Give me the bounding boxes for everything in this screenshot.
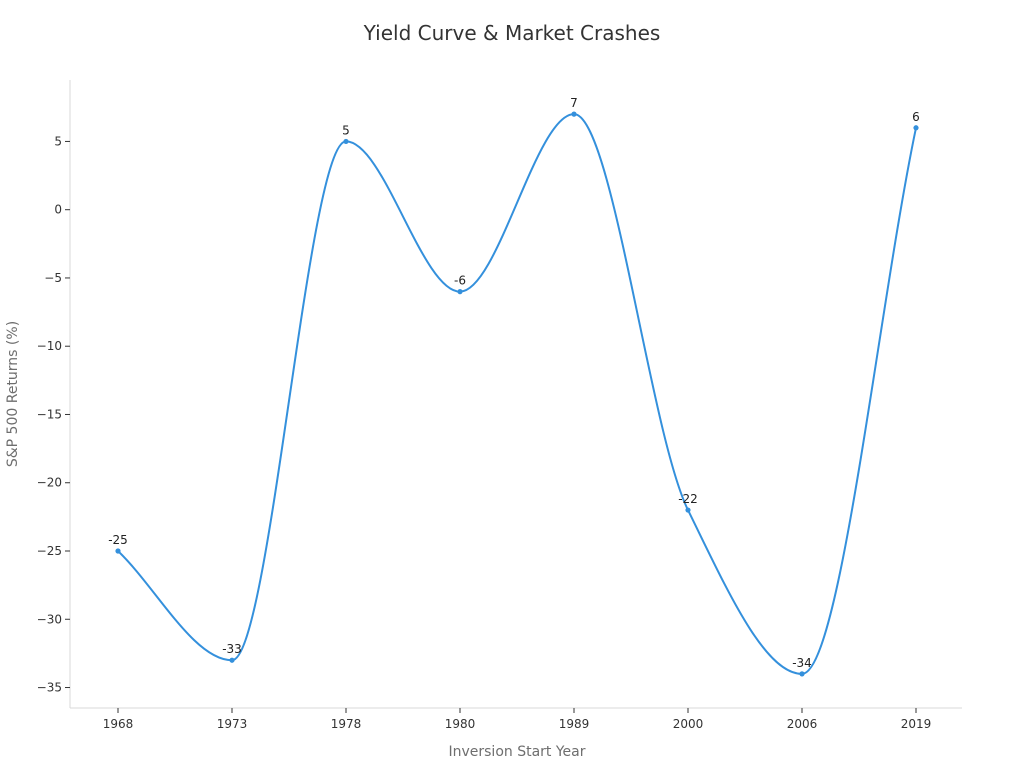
data-point: [343, 138, 349, 145]
series-line: [117, 113, 917, 675]
x-axis-ticks: 1968 1973 1978 1980 1989 2000 2006 2019: [103, 708, 932, 731]
data-point: [115, 548, 121, 554]
data-point: [229, 657, 235, 663]
y-tick-label: −30: [37, 612, 62, 626]
chart-title: Yield Curve & Market Crashes: [363, 21, 661, 45]
x-tick-label: 2006: [787, 717, 818, 731]
data-point: [913, 125, 919, 131]
y-tick-label: 0: [54, 203, 62, 217]
data-points: [115, 111, 919, 677]
data-point: [685, 507, 691, 513]
x-tick-label: 2019: [901, 717, 932, 731]
y-tick-label: −15: [37, 407, 62, 421]
x-tick-label: 2000: [673, 717, 704, 731]
x-tick-label: 1980: [445, 717, 476, 731]
data-point: [457, 289, 463, 295]
data-label: -25: [108, 533, 128, 547]
y-tick-label: −10: [37, 339, 62, 353]
data-label: 5: [342, 123, 350, 137]
data-point: [571, 111, 577, 117]
y-axis-label: S&P 500 Returns (%): [5, 321, 21, 467]
y-tick-label: 5: [54, 134, 62, 148]
y-tick-label: −25: [37, 544, 62, 558]
data-point: [799, 671, 805, 677]
y-axis-ticks: 5 0 −5 −10 −15 −20 −25 −30 −35: [37, 134, 70, 695]
x-tick-label: 1978: [331, 717, 362, 731]
y-tick-label: −35: [37, 681, 62, 695]
data-label: 7: [570, 96, 578, 110]
data-label: -22: [678, 492, 698, 506]
y-tick-label: −20: [37, 476, 62, 490]
data-label: -33: [222, 642, 242, 656]
data-label: -34: [792, 656, 812, 670]
x-tick-label: 1968: [103, 717, 134, 731]
x-tick-label: 1989: [559, 717, 590, 731]
y-tick-label: −5: [44, 271, 62, 285]
x-axis-label: Inversion Start Year: [448, 744, 585, 760]
data-label: -6: [454, 274, 466, 288]
data-labels: -25 -33 5 -6 7 -22 -34 6: [108, 96, 920, 670]
data-label: 6: [912, 110, 920, 124]
x-tick-label: 1973: [217, 717, 248, 731]
